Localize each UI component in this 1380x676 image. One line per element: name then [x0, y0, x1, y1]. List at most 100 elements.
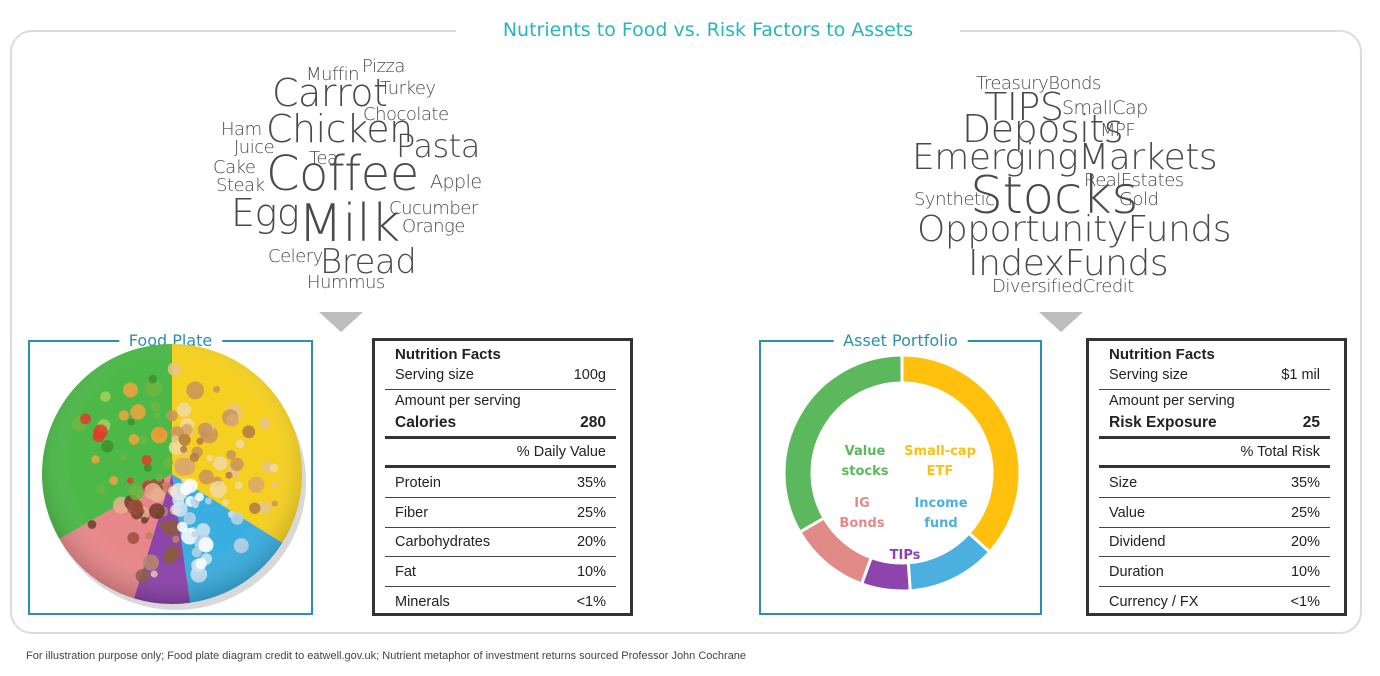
calories-row: Calories 280: [385, 409, 616, 439]
cloud-word: EmergingMarkets: [912, 137, 1218, 178]
cloud-word: MPF: [1100, 120, 1136, 141]
facts-row-name: Carbohydrates: [395, 534, 491, 551]
facts-header: Nutrition Facts: [1109, 346, 1215, 363]
cloud-word: DiversifiedCredit: [992, 276, 1134, 297]
down-arrow-icon: [1039, 312, 1083, 332]
cloud-word: OpportunityFunds: [917, 209, 1232, 250]
cloud-word: TreasuryBonds: [976, 73, 1101, 94]
footnote: For illustration purpose only; Food plat…: [26, 650, 747, 662]
cloud-word: Coffee: [266, 146, 419, 202]
facts-row: Carbohydrates 20%: [385, 528, 616, 558]
cloud-word: Bread: [320, 242, 417, 282]
facts-row-value: 25%: [1290, 504, 1320, 521]
cloud-word: Muffin: [306, 64, 360, 85]
cloud-word: Milk: [298, 194, 400, 254]
facts-row-name: Currency / FX: [1109, 593, 1199, 610]
cloud-word: Chicken: [266, 107, 413, 151]
serving-row: Serving size $1 mil: [1099, 361, 1330, 390]
asset-portfolio-box: Asset Portfolio Value stocks Small-cap ETF I…: [759, 331, 1042, 615]
facts-row-value: 10%: [1290, 563, 1320, 580]
facts-row-value: <1%: [576, 593, 606, 610]
cloud-word: Ham: [221, 119, 262, 140]
calories-value: 280: [580, 413, 606, 431]
facts-row-value: 25%: [576, 504, 606, 521]
cloud-word: Deposits: [962, 107, 1124, 151]
donut-slice: [782, 353, 904, 535]
plate-shading: [42, 344, 302, 604]
facts-row-value: 10%: [576, 563, 606, 580]
cloud-word: Cucumber: [389, 198, 478, 219]
asset-nutrition-facts: Nutrition Facts Serving size $1 mil Amou…: [1086, 338, 1347, 616]
facts-row: Dividend 20%: [1099, 528, 1330, 558]
donut-slice-label: IG Bonds: [839, 496, 884, 531]
facts-row-name: Fiber: [395, 504, 429, 521]
cloud-word: Turkey: [380, 78, 436, 99]
donut-slice-label: Small-cap ETF: [904, 444, 976, 479]
facts-row: Duration 10%: [1099, 558, 1330, 587]
serving-value: 100g: [573, 367, 606, 383]
cloud-word: Chocolate: [363, 104, 449, 125]
cloud-word: SmallCap: [1062, 97, 1148, 119]
cloud-word: Pizza: [362, 56, 405, 77]
facts-row-name: Minerals: [395, 593, 450, 610]
facts-row-value: <1%: [1290, 593, 1320, 610]
facts-row: Protein 35%: [385, 469, 616, 498]
facts-row-name: Size: [1109, 475, 1138, 491]
donut-slice: [906, 531, 992, 593]
food-plate-box: Food Plate: [28, 331, 313, 615]
daily-value-row: % Daily Value: [385, 439, 616, 468]
food-plate-diagram: [42, 344, 306, 610]
facts-row-value: 20%: [1290, 534, 1320, 551]
amount-row: Amount per serving: [385, 391, 616, 411]
facts-row: Value 25%: [1099, 499, 1330, 528]
food-plate-label: Food Plate: [118, 331, 223, 350]
donut-slice-label: Income fund: [914, 496, 967, 531]
daily-value-label: % Daily Value: [516, 444, 606, 460]
facts-row: Size 35%: [1099, 469, 1330, 498]
total-risk-row: % Total Risk: [1099, 439, 1330, 468]
facts-row-name: Protein: [395, 475, 441, 491]
cloud-word: Synthetic: [914, 189, 995, 210]
cloud-word: Apple: [430, 171, 482, 193]
facts-row-value: 20%: [576, 534, 606, 551]
serving-label: Serving size: [1109, 367, 1188, 383]
facts-row-name: Dividend: [1109, 534, 1166, 551]
donut-slice-label: Value stocks: [842, 444, 889, 479]
facts-row-value: 35%: [1290, 475, 1320, 491]
food-nutrition-facts: Nutrition Facts Serving size 100g Amount…: [372, 338, 633, 616]
cloud-word: Gold: [1119, 189, 1159, 210]
cloud-word: Celery: [268, 246, 323, 267]
facts-row: Fat 10%: [385, 558, 616, 587]
portfolio-donut-chart: Value stocks Small-cap ETF IG Bonds Income fund…: [782, 353, 1022, 593]
calories-label: Calories: [395, 413, 457, 431]
risk-exposure-label: Risk Exposure: [1109, 413, 1217, 431]
facts-header: Nutrition Facts: [395, 346, 501, 363]
down-arrow-icon: [319, 312, 363, 332]
cloud-word: Orange: [402, 216, 465, 237]
facts-row: Fiber 25%: [385, 499, 616, 528]
serving-row: Serving size 100g: [385, 361, 616, 390]
cloud-word: TIPS: [984, 85, 1064, 129]
facts-row-name: Duration: [1109, 563, 1164, 580]
amount-label: Amount per serving: [395, 393, 521, 409]
facts-row: Currency / FX <1%: [1099, 587, 1330, 616]
cloud-word: Egg: [231, 191, 300, 235]
cloud-word: RealEstates: [1084, 170, 1184, 191]
donut-slice-label: TIPs: [890, 548, 921, 563]
cloud-word: Juice: [234, 137, 275, 158]
cloud-word: Pasta: [396, 127, 480, 165]
facts-row-name: Value: [1109, 504, 1146, 521]
cloud-word: Cake: [213, 157, 256, 178]
total-risk-label: % Total Risk: [1240, 444, 1320, 460]
amount-label: Amount per serving: [1109, 393, 1235, 409]
facts-row-value: 35%: [576, 475, 606, 491]
cloud-word: Steak: [216, 175, 265, 196]
serving-value: $1 mil: [1281, 367, 1320, 383]
amount-row: Amount per serving: [1099, 391, 1330, 411]
facts-row-name: Fat: [395, 563, 416, 580]
serving-label: Serving size: [395, 367, 474, 383]
cloud-word: Tea: [309, 148, 338, 169]
cloud-word: Stocks: [970, 166, 1139, 226]
cloud-word: Hummus: [307, 272, 385, 293]
page-title: Nutrients to Food vs. Risk Factors to As…: [456, 14, 960, 46]
